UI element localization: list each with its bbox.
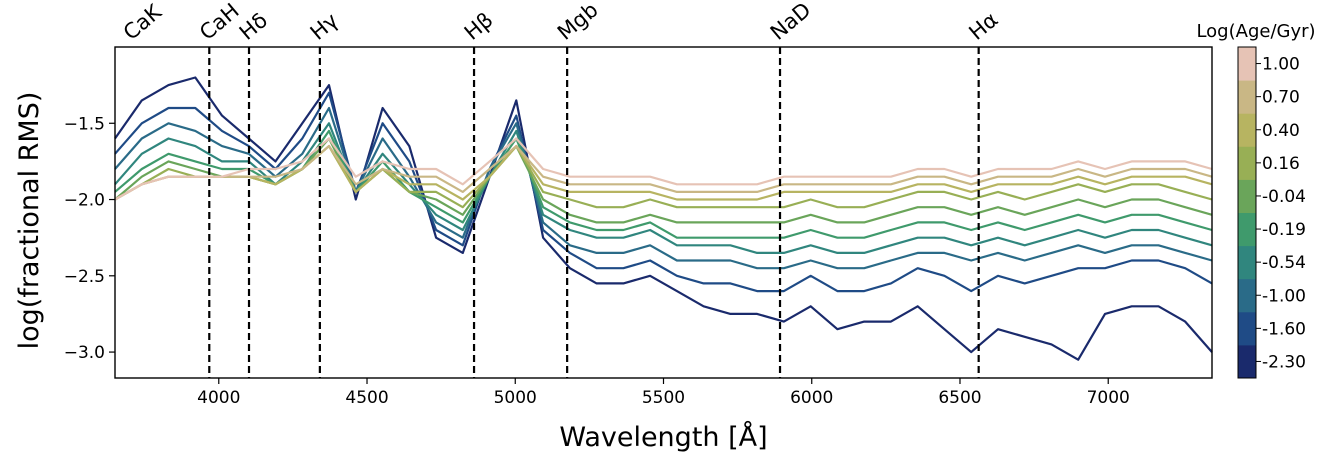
x-tick-label-4: 6000 xyxy=(790,388,833,408)
x-tick-label-3: 5500 xyxy=(642,388,685,408)
x-tick-label-5: 6500 xyxy=(938,388,981,408)
spectral-line-label-1: CaH xyxy=(195,0,244,45)
colorbar-segment-2 xyxy=(1238,278,1256,313)
spectral-line-label-3: Hγ xyxy=(306,8,343,45)
series-line-1 xyxy=(114,91,1213,293)
colorbar-tick-label-8: 0.70 xyxy=(1262,88,1300,108)
colorbar-tick-label-9: 1.00 xyxy=(1262,55,1300,75)
x-tick-label-1: 4500 xyxy=(345,388,388,408)
spectral-line-label-0: CaK xyxy=(119,0,167,45)
colorbar-tick-label-5: -0.04 xyxy=(1262,187,1306,207)
x-tick-label-2: 5000 xyxy=(494,388,537,408)
y-tick-label-1: −2.0 xyxy=(64,191,105,211)
spectral-line-label-5: Mgb xyxy=(553,0,603,45)
spectral-line-label-6: NaD xyxy=(766,0,816,45)
colorbar-segment-6 xyxy=(1238,146,1256,180)
colorbar-tick-label-0: -2.30 xyxy=(1262,352,1306,372)
y-tick-label-2: −2.5 xyxy=(64,267,105,287)
y-axis: −1.5 −2.0 −2.5 −3.0 xyxy=(64,114,115,363)
series-layer xyxy=(114,76,1213,361)
colorbar: -2.30 -1.60 -1.00 -0.54 -0.19 -0.04 0.16 0.40 0.… xyxy=(1237,46,1306,379)
series-line-9 xyxy=(114,137,1213,201)
spectral-line-label-4: Hβ xyxy=(460,8,498,45)
colorbar-segment-3 xyxy=(1238,245,1256,280)
colorbar-segment-1 xyxy=(1238,311,1256,346)
colorbar-segment-5 xyxy=(1238,179,1256,213)
colorbar-segment-9 xyxy=(1238,47,1256,81)
x-tick-label-0: 4000 xyxy=(197,388,240,408)
colorbar-tick-label-1: -1.60 xyxy=(1262,319,1306,339)
y-axis-label: log(fractional RMS) xyxy=(14,92,45,350)
x-axis-label: Wavelength [Å] xyxy=(559,421,767,453)
y-tick-label-3: −3.0 xyxy=(64,343,105,363)
series-line-0 xyxy=(114,76,1213,361)
colorbar-tick-label-4: -0.19 xyxy=(1262,220,1306,240)
colorbar-segment-7 xyxy=(1238,113,1256,147)
colorbar-tick-label-7: 0.40 xyxy=(1262,121,1300,141)
series-line-2 xyxy=(114,106,1213,270)
series-line-3 xyxy=(114,122,1213,254)
plot-frame xyxy=(114,46,1213,379)
colorbar-segment-4 xyxy=(1238,212,1256,247)
y-tick-label-0: −1.5 xyxy=(64,114,105,134)
x-tick-label-6: 7000 xyxy=(1087,388,1130,408)
colorbar-segment-0 xyxy=(1238,344,1256,379)
colorbar-tick-label-3: -0.54 xyxy=(1262,253,1306,273)
x-axis: 4000 4500 5000 5500 6000 6500 7000 xyxy=(197,378,1130,408)
colorbar-frame xyxy=(1237,46,1257,379)
colorbar-tick-label-6: 0.16 xyxy=(1262,154,1300,174)
colorbar-segment-8 xyxy=(1238,80,1256,114)
series-line-7 xyxy=(114,145,1213,201)
series-line-8 xyxy=(114,145,1213,201)
colorbar-title: Log(Age/Gyr) xyxy=(1196,21,1315,42)
spectral-line-label-7: Hα xyxy=(964,7,1002,44)
colorbar-tick-label-2: -1.00 xyxy=(1262,286,1306,306)
